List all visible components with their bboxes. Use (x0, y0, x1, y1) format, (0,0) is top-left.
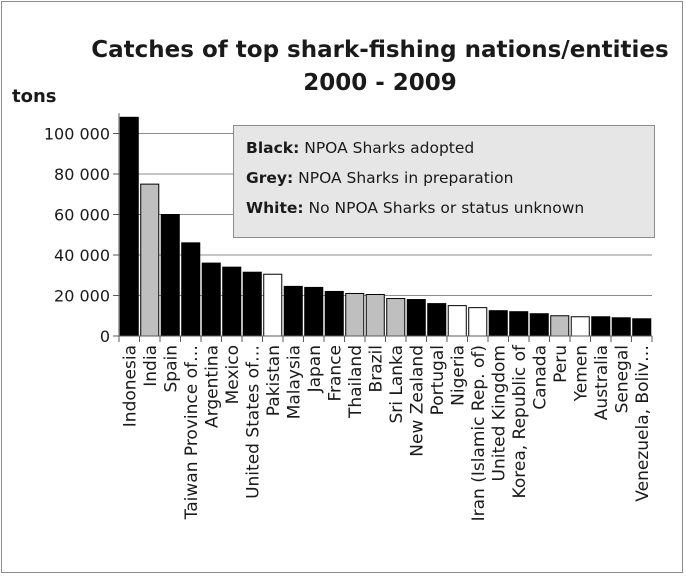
legend-item-black: Black: NPOA Sharks adopted (246, 135, 654, 165)
bar-white (469, 308, 487, 336)
x-tick-label: Taiwan Province of… (182, 345, 202, 520)
bar-black (284, 286, 302, 336)
x-tick-label: Yemen (571, 345, 591, 402)
x-tick-label: Spain (161, 345, 181, 393)
x-tick-label: Pakistan (264, 345, 284, 416)
bar-grey (346, 293, 364, 336)
legend-key-grey: Grey: (246, 169, 293, 187)
y-tick-labels: 0 20 000 40 000 60 000 80 000 100 000 (44, 125, 110, 347)
legend-key-white: White: (246, 199, 304, 217)
x-tick-labels: Indonesia India Spain Taiwan Province of… Ar… (120, 344, 653, 521)
x-tick-label: Thailand (346, 345, 366, 419)
x-tick-label: Australia (592, 345, 612, 420)
legend: Black: NPOA Sharks adopted Grey: NPOA Sh… (233, 125, 655, 238)
x-tick-label: Peru (551, 345, 571, 383)
legend-item-white: White: No NPOA Sharks or status unknown (246, 195, 654, 225)
x-tick-label: Iran (Islamic Rep. of) (469, 345, 489, 521)
bar-black (202, 263, 220, 336)
bar-black (223, 267, 241, 336)
bar-white (264, 274, 282, 336)
x-tick-label: France (325, 345, 345, 402)
x-tick-label: New Zealand (407, 345, 427, 457)
y-tick-label: 60 000 (54, 206, 110, 225)
y-tick-label: 100 000 (44, 125, 110, 144)
x-tick-label: Indonesia (120, 345, 140, 427)
legend-text-black: NPOA Sharks adopted (304, 139, 474, 157)
bar-white (571, 317, 589, 336)
bar-black (428, 304, 446, 336)
bar-black (407, 300, 425, 336)
x-tick-label: Japan (305, 345, 325, 393)
x-tick-label: United States of… (243, 345, 263, 499)
x-tick-label: India (141, 345, 161, 387)
x-tick-label: Mexico (223, 345, 243, 404)
y-tick-label: 40 000 (54, 246, 110, 265)
bar-black (120, 117, 138, 336)
bar-white (448, 306, 466, 336)
bar-black (633, 319, 651, 336)
x-tick-label: Malaysia (284, 345, 304, 419)
bar-black (182, 243, 200, 336)
bar-black (592, 317, 610, 336)
x-tick-label: Korea, Republic of (510, 344, 530, 498)
y-tick-label: 0 (100, 327, 110, 346)
x-tick-label: United Kingdom (489, 345, 509, 481)
legend-text-grey: NPOA Sharks in preparation (298, 169, 513, 187)
x-tick-label: Nigeria (448, 345, 468, 406)
x-tick-label: Portugal (428, 345, 448, 415)
x-tick-label: Sri Lanka (387, 345, 407, 424)
bar-black (510, 312, 528, 336)
x-tick-label: Canada (530, 345, 550, 410)
x-tick-label: Senegal (612, 345, 632, 413)
bar-grey (387, 299, 405, 336)
bar-black (325, 291, 343, 336)
bar-black (243, 272, 261, 336)
bar-grey (366, 294, 384, 336)
x-tick-label: Argentina (202, 345, 222, 428)
legend-text-white: No NPOA Sharks or status unknown (309, 199, 585, 217)
bar-black (612, 318, 630, 336)
bar-black (161, 215, 179, 337)
x-tick-label: Venezuela, Boliv… (633, 345, 653, 502)
bar-black (305, 287, 323, 336)
x-tick-label: Brazil (366, 345, 386, 392)
bar-black (489, 311, 507, 336)
bar-grey (551, 316, 569, 336)
legend-key-black: Black: (246, 139, 299, 157)
bar-black (530, 314, 548, 336)
y-tick-label: 80 000 (54, 165, 110, 184)
bar-grey (141, 184, 159, 336)
legend-item-grey: Grey: NPOA Sharks in preparation (246, 165, 654, 195)
y-tick-label: 20 000 (54, 287, 110, 306)
